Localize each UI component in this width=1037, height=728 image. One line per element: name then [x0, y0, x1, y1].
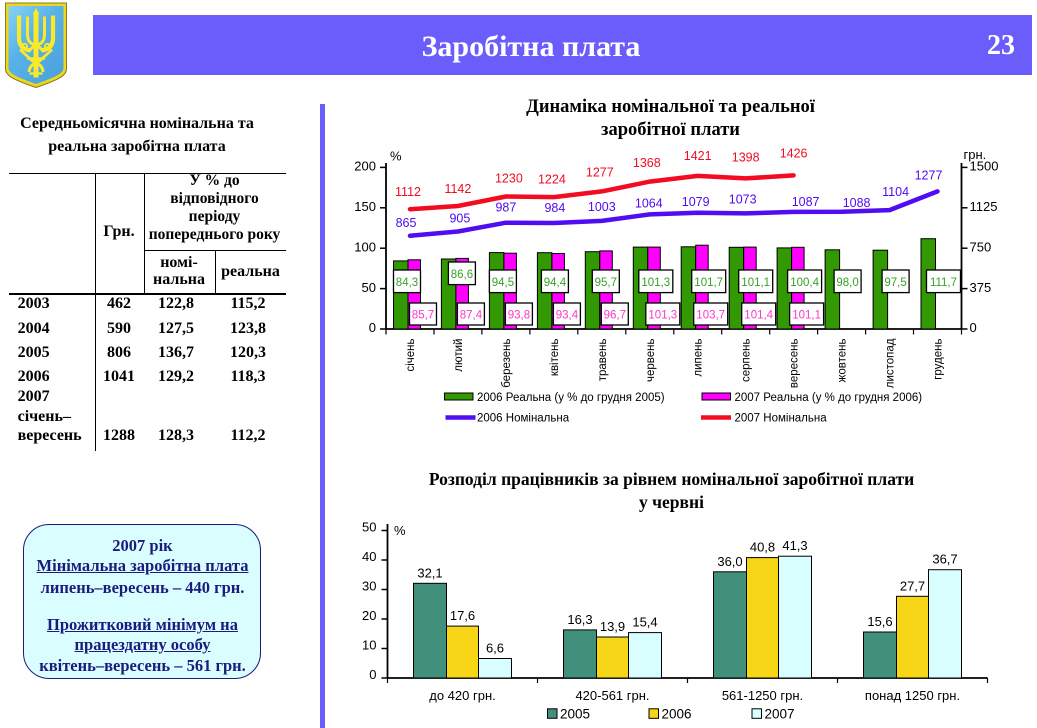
- svg-text:150: 150: [354, 199, 376, 214]
- svg-text:905: 905: [449, 212, 470, 226]
- svg-text:січень: січень: [405, 339, 417, 372]
- svg-text:561-1250 грн.: 561-1250 грн.: [722, 688, 803, 703]
- svg-text:103,7: 103,7: [696, 309, 725, 321]
- svg-text:98,0: 98,0: [836, 277, 858, 289]
- svg-text:40,8: 40,8: [750, 540, 775, 555]
- svg-text:101,3: 101,3: [648, 309, 677, 321]
- svg-text:93,4: 93,4: [556, 309, 579, 321]
- svg-text:86,6: 86,6: [451, 269, 473, 281]
- svg-text:36,0: 36,0: [717, 554, 742, 569]
- svg-text:2006: 2006: [662, 707, 692, 722]
- svg-text:984: 984: [544, 201, 565, 215]
- svg-text:420-561 грн.: 420-561 грн.: [575, 688, 649, 703]
- svg-text:лютий: лютий: [453, 339, 465, 372]
- svg-text:101,1: 101,1: [741, 277, 770, 289]
- svg-text:1277: 1277: [915, 168, 943, 182]
- svg-text:1142: 1142: [444, 182, 471, 196]
- svg-text:94,4: 94,4: [544, 277, 567, 289]
- svg-text:10: 10: [362, 638, 376, 653]
- svg-text:750: 750: [970, 239, 992, 254]
- svg-text:1073: 1073: [729, 192, 757, 206]
- svg-text:червень: червень: [645, 339, 657, 383]
- svg-text:0: 0: [369, 667, 376, 682]
- svg-text:101,3: 101,3: [641, 277, 670, 289]
- svg-text:97,5: 97,5: [884, 277, 906, 289]
- svg-text:987: 987: [495, 201, 516, 215]
- svg-text:%: %: [394, 523, 406, 538]
- svg-text:1230: 1230: [495, 172, 523, 186]
- svg-text:1421: 1421: [684, 149, 712, 163]
- svg-text:1426: 1426: [780, 146, 808, 160]
- svg-text:101,7: 101,7: [694, 277, 723, 289]
- svg-text:87,4: 87,4: [460, 309, 483, 321]
- svg-text:36,7: 36,7: [932, 552, 957, 567]
- svg-text:2007 Номінальна: 2007 Номінальна: [735, 413, 828, 425]
- svg-text:96,7: 96,7: [604, 309, 626, 321]
- svg-text:2006 Номінальна: 2006 Номінальна: [477, 413, 570, 425]
- svg-text:15,4: 15,4: [632, 615, 657, 630]
- svg-text:40: 40: [362, 549, 376, 564]
- svg-text:41,3: 41,3: [782, 538, 807, 553]
- svg-text:6,6: 6,6: [486, 641, 504, 656]
- svg-text:2005: 2005: [560, 707, 590, 722]
- svg-text:13,9: 13,9: [600, 619, 625, 634]
- svg-text:%: %: [390, 149, 402, 164]
- svg-text:1125: 1125: [970, 199, 998, 214]
- svg-text:84,3: 84,3: [396, 277, 418, 289]
- svg-text:1079: 1079: [682, 195, 710, 209]
- svg-text:100,4: 100,4: [790, 277, 819, 289]
- svg-text:20: 20: [362, 608, 376, 623]
- svg-text:1500: 1500: [970, 159, 999, 174]
- svg-text:32,1: 32,1: [417, 565, 442, 580]
- svg-text:1398: 1398: [732, 150, 760, 164]
- svg-text:1087: 1087: [792, 195, 820, 209]
- svg-text:вересень: вересень: [789, 338, 801, 388]
- svg-text:50: 50: [362, 280, 376, 295]
- svg-text:1104: 1104: [882, 185, 909, 199]
- svg-text:1112: 1112: [395, 185, 421, 199]
- svg-text:200: 200: [354, 159, 376, 174]
- svg-text:111,7: 111,7: [930, 277, 957, 289]
- svg-text:375: 375: [970, 280, 992, 295]
- svg-text:16,3: 16,3: [567, 612, 592, 627]
- svg-text:94,5: 94,5: [492, 277, 514, 289]
- svg-text:93,8: 93,8: [508, 309, 530, 321]
- svg-text:2007 Реальна (у % до грудня 20: 2007 Реальна (у % до грудня 2006): [735, 392, 923, 404]
- svg-text:30: 30: [362, 579, 376, 594]
- svg-text:до 420 грн.: до 420 грн.: [429, 688, 496, 703]
- svg-text:1277: 1277: [586, 165, 614, 179]
- svg-text:березень: березень: [501, 338, 513, 387]
- svg-text:101,4: 101,4: [744, 309, 773, 321]
- svg-text:50: 50: [362, 520, 376, 535]
- svg-text:1088: 1088: [843, 196, 871, 210]
- svg-text:грудень: грудень: [933, 338, 945, 379]
- svg-text:100: 100: [354, 239, 376, 254]
- svg-text:2007: 2007: [765, 707, 795, 722]
- svg-text:27,7: 27,7: [900, 578, 925, 593]
- svg-text:85,7: 85,7: [412, 309, 434, 321]
- svg-text:листопад: листопад: [885, 338, 897, 388]
- svg-text:865: 865: [396, 216, 417, 230]
- svg-text:95,7: 95,7: [595, 277, 617, 289]
- svg-text:1224: 1224: [538, 173, 566, 187]
- svg-text:понад 1250 грн.: понад 1250 грн.: [865, 688, 960, 703]
- svg-text:101,1: 101,1: [792, 309, 821, 321]
- svg-text:1368: 1368: [633, 156, 661, 170]
- svg-text:0: 0: [369, 320, 376, 335]
- svg-text:1003: 1003: [588, 200, 616, 214]
- svg-text:квітень: квітень: [549, 338, 561, 376]
- svg-text:липень: липень: [693, 339, 705, 377]
- svg-text:17,6: 17,6: [450, 608, 475, 623]
- svg-text:жовтень: жовтень: [837, 338, 849, 382]
- svg-text:грн.: грн.: [964, 147, 987, 162]
- svg-text:1064: 1064: [635, 196, 663, 210]
- svg-text:травень: травень: [597, 338, 609, 381]
- svg-text:15,6: 15,6: [867, 614, 892, 629]
- svg-text:2006 Реальна (у % до грудня 20: 2006 Реальна (у % до грудня 2005): [477, 392, 665, 404]
- svg-text:0: 0: [970, 320, 977, 335]
- svg-text:серпень: серпень: [741, 339, 753, 383]
